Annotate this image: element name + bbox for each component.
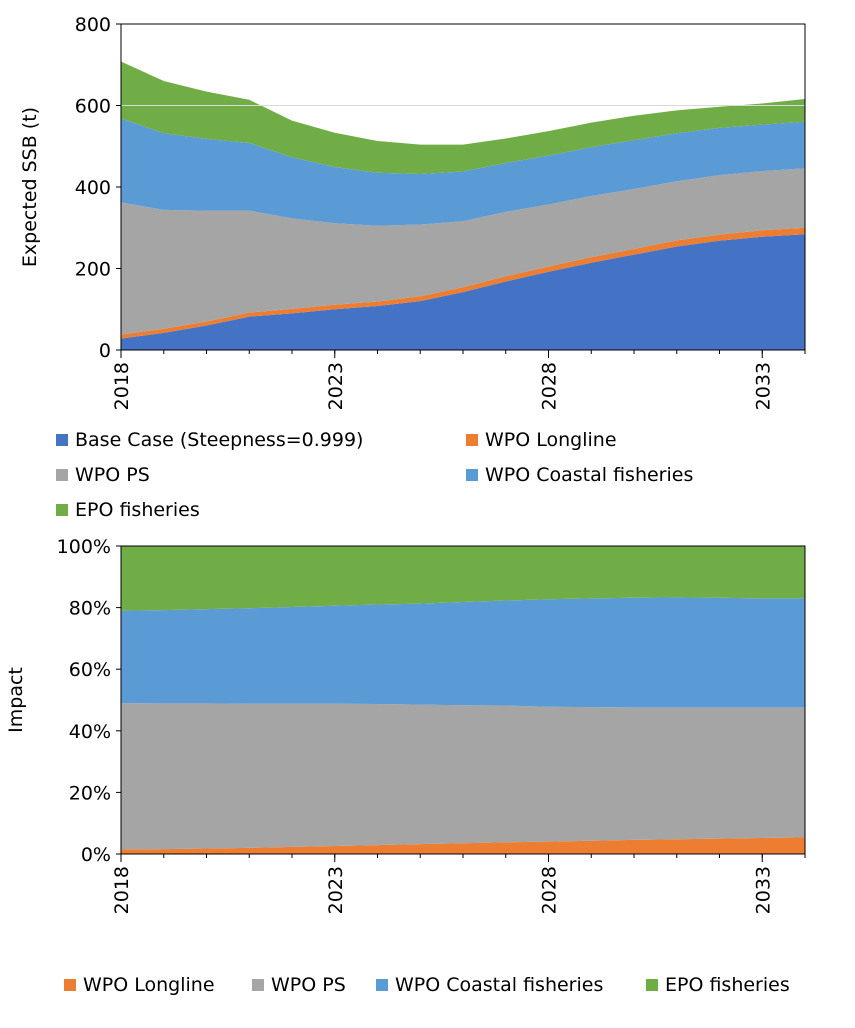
ssb-legend-label-base-case-steepness-0-999: Base Case (Steepness=0.999) — [75, 429, 363, 451]
ssb-legend-label-wpo-longline: WPO Longline — [485, 429, 617, 451]
impact-area-epo-fisheries — [121, 546, 805, 611]
impact-legend-swatch-epo-fisheries — [646, 979, 658, 991]
ssb-y-tick-label: 200 — [75, 259, 111, 281]
ssb-area-epo-fisheries — [121, 61, 805, 174]
ssb-legend: Base Case (Steepness=0.999) WPO Longline W… — [56, 429, 693, 521]
ssb-area-wpo-coastal-fisheries — [121, 118, 805, 226]
impact-area-series — [121, 546, 805, 854]
impact-y-tick-label: 40% — [69, 721, 111, 743]
ssb-y-axis-title: Expected SSB (t) — [19, 107, 41, 267]
impact-legend-label-wpo-coastal-fisheries: WPO Coastal fisheries — [395, 974, 603, 996]
ssb-x-tick-label: 2018 — [111, 362, 133, 410]
ssb-y-tick-label: 0 — [99, 340, 111, 362]
impact-y-tick-label: 80% — [69, 598, 111, 620]
impact-x-ticks: 2018 2023 2028 2033 — [111, 854, 806, 914]
ssb-legend-label-epo-fisheries: EPO fisheries — [75, 499, 200, 521]
ssb-legend-label-wpo-ps: WPO PS — [75, 464, 150, 486]
impact-legend-label-wpo-ps: WPO PS — [271, 974, 346, 996]
impact-y-tick-label: 60% — [69, 659, 111, 681]
ssb-legend-swatch-wpo-coastal-fisheries — [466, 469, 478, 481]
impact-area-wpo-coastal-fisheries — [121, 597, 805, 708]
impact-legend-swatch-wpo-ps — [252, 979, 264, 991]
impact-x-tick-label: 2028 — [539, 866, 561, 914]
impact-legend-swatch-wpo-longline — [64, 979, 76, 991]
impact-y-ticks: 0% 20% 40% 60% 80% 100% — [57, 536, 121, 866]
ssb-y-tick-label: 600 — [75, 96, 111, 118]
impact-legend-label-epo-fisheries: EPO fisheries — [665, 974, 790, 996]
ssb-x-tick-label: 2033 — [752, 362, 774, 410]
ssb-legend-swatch-base-case-steepness-0-999 — [56, 434, 68, 446]
impact-y-axis-title: Impact — [5, 667, 27, 733]
impact-y-tick-label: 100% — [57, 536, 111, 558]
ssb-legend-swatch-wpo-ps — [56, 469, 68, 481]
impact-area-wpo-ps — [121, 703, 805, 850]
ssb-x-ticks: 2018 2023 2028 2033 — [111, 350, 806, 410]
impact-area-wpo-longline — [121, 837, 805, 854]
ssb-x-tick-label: 2023 — [325, 362, 347, 410]
ssb-area-wpo-longline — [121, 227, 805, 339]
impact-y-tick-label: 0% — [81, 844, 111, 866]
ssb-x-tick-label: 2028 — [539, 362, 561, 410]
impact-x-tick-label: 2023 — [325, 866, 347, 914]
impact-y-tick-label: 20% — [69, 782, 111, 804]
impact-stacked-area-chart: 0% 20% 40% 60% 80% 100% 2018 2023 2028 2033 Impa… — [5, 536, 806, 914]
impact-legend-label-wpo-longline: WPO Longline — [83, 974, 215, 996]
ssb-area-wpo-ps — [121, 168, 805, 335]
ssb-y-ticks: 0 200 400 600 800 — [75, 14, 121, 362]
ssb-area-series — [121, 61, 805, 350]
impact-legend-swatch-wpo-coastal-fisheries — [376, 979, 388, 991]
ssb-y-tick-label: 800 — [75, 14, 111, 36]
ssb-legend-label-wpo-coastal-fisheries: WPO Coastal fisheries — [485, 464, 693, 486]
impact-x-tick-label: 2018 — [111, 866, 133, 914]
impact-x-tick-label: 2033 — [752, 866, 774, 914]
ssb-legend-swatch-wpo-longline — [466, 434, 478, 446]
ssb-stacked-area-chart: 0 200 400 600 800 2018 2023 2028 2033 Expected … — [19, 14, 806, 410]
ssb-legend-swatch-epo-fisheries — [56, 504, 68, 516]
impact-legend: WPO Longline WPO PS WPO Coastal fisheries E… — [64, 974, 790, 996]
ssb-y-tick-label: 400 — [75, 177, 111, 199]
